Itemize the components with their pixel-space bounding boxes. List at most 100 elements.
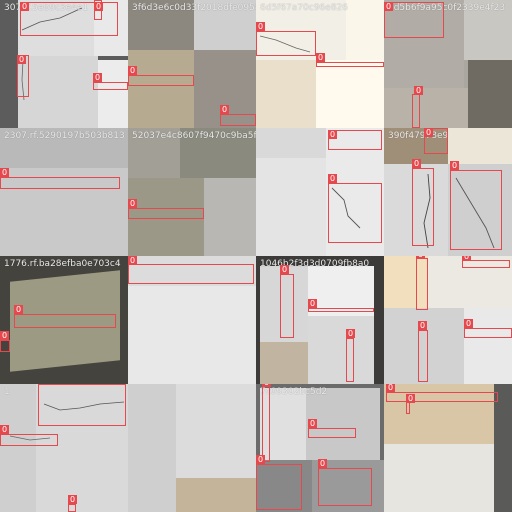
concrete-patch xyxy=(384,128,448,164)
detection-box xyxy=(128,208,204,219)
detection-box xyxy=(346,338,354,382)
tile-filename: 7c09302bc5d2 xyxy=(260,387,328,397)
detection-box xyxy=(93,82,128,90)
detection-box xyxy=(280,274,294,338)
detection-label: 0 xyxy=(0,425,10,434)
detection-label: 0 xyxy=(280,265,290,274)
detection-label: 0 xyxy=(128,256,138,265)
detection-label: 0 xyxy=(128,199,138,208)
image-tile: 3f6d3e6c0d33f2018dfe0958 0 0 xyxy=(128,0,256,128)
concrete-patch xyxy=(260,266,308,342)
detection-label: 0 xyxy=(412,159,422,168)
detection-label: 0 xyxy=(424,128,434,137)
detection-label: 0 xyxy=(0,168,10,177)
image-tile: 1 0 0 0 xyxy=(0,384,128,512)
detection-label: 0 xyxy=(318,459,328,468)
concrete-patch xyxy=(18,0,96,56)
tile-filename: 1046b2f3d3d0709fb8a0 xyxy=(260,259,370,269)
detection-box xyxy=(262,384,270,462)
image-tile: 0 0 xyxy=(256,128,384,256)
detection-box xyxy=(464,328,512,338)
detection-box xyxy=(38,384,126,426)
concrete-patch xyxy=(18,56,98,128)
concrete-patch xyxy=(128,384,176,512)
detection-label: 0 xyxy=(464,319,474,328)
image-tile: 52037e4c8607f9470c9ba5f 0 xyxy=(128,128,256,256)
concrete-patch xyxy=(306,388,380,460)
detection-label: 0 xyxy=(328,130,338,139)
image-tile: 0 xyxy=(128,256,256,384)
concrete-patch xyxy=(204,178,256,256)
concrete-patch xyxy=(384,444,494,512)
concrete-patch xyxy=(384,88,468,128)
tile-filename: 1 xyxy=(4,387,10,397)
detection-box xyxy=(0,177,120,189)
detection-box xyxy=(328,183,382,243)
detection-label: 0 xyxy=(308,419,318,428)
tile-filename: 2307.rf.5290197b503b813 xyxy=(4,131,125,141)
detection-box xyxy=(450,170,502,250)
detection-box xyxy=(220,114,256,126)
detection-box xyxy=(0,340,10,352)
concrete-patch xyxy=(494,384,512,512)
image-tile: dd5b6f9a95c0f2339e4f23 0 0 xyxy=(384,0,512,128)
concrete-patch xyxy=(194,0,256,50)
concrete-patch xyxy=(260,342,308,384)
detection-box xyxy=(0,434,58,446)
image-tile: 390f47978e9 0 0 0 xyxy=(384,128,512,256)
concrete-patch xyxy=(256,158,326,256)
detection-label: 0 xyxy=(256,22,266,31)
concrete-patch xyxy=(308,316,374,384)
detection-box xyxy=(412,94,420,128)
image-tile xyxy=(128,384,256,512)
detection-box xyxy=(256,464,302,510)
detection-box xyxy=(412,168,434,246)
concrete-patch xyxy=(128,50,194,128)
concrete-patch xyxy=(176,478,256,512)
concrete-patch xyxy=(464,0,512,60)
detection-box xyxy=(68,504,76,512)
detection-label: 0 xyxy=(256,455,266,464)
detection-box xyxy=(256,31,316,56)
image-tile: 2307.rf.5290197b503b813 0 xyxy=(0,128,128,256)
detection-box xyxy=(318,468,372,506)
tile-filename: dd5b6f9a95c0f2339e4f23 xyxy=(388,3,506,13)
image-tile: 0 0 xyxy=(384,384,512,512)
detection-box xyxy=(128,75,194,86)
detection-box xyxy=(386,392,498,402)
detection-label: 0 xyxy=(308,299,318,308)
crack-lines xyxy=(9,401,125,441)
concrete-patch xyxy=(128,178,204,256)
detection-label: 0 xyxy=(220,105,230,114)
detection-box xyxy=(416,258,428,310)
concrete-patch xyxy=(260,388,306,460)
concrete-patch xyxy=(194,50,256,128)
concrete-patch xyxy=(256,60,316,128)
detection-label: 0 xyxy=(450,161,460,170)
detection-label: 0 xyxy=(14,305,24,314)
detection-box xyxy=(308,308,374,312)
image-tile: 3077f.5eb9c3e4e1 0 0 0 0 xyxy=(0,0,128,128)
detection-label: 0 xyxy=(38,384,48,385)
tile-filename: 52037e4c8607f9470c9ba5f xyxy=(132,131,256,141)
detection-box xyxy=(424,128,448,154)
crack-lines xyxy=(423,173,495,249)
concrete-patch xyxy=(0,128,128,168)
detection-label: 0 xyxy=(128,66,138,75)
image-tile: 1046b2f3d3d0709fb8a0 0 0 0 xyxy=(256,256,384,384)
detection-box xyxy=(384,2,444,38)
detection-box xyxy=(308,428,356,438)
detection-label: 0 xyxy=(328,174,338,183)
concrete-patch xyxy=(468,60,512,128)
concrete-patch xyxy=(448,128,512,164)
concrete-patch xyxy=(384,0,464,88)
detection-box xyxy=(316,62,384,67)
detection-label: 0 xyxy=(94,2,104,11)
concrete-patch xyxy=(316,60,384,128)
tile-filename: 6d5f67a70c96e826 xyxy=(260,3,348,13)
image-tile: 7c09302bc5d2 0 0 0 0 xyxy=(256,384,384,512)
concrete-patch xyxy=(0,384,36,512)
detection-label: 0 xyxy=(262,384,272,387)
detection-label: 0 xyxy=(386,384,396,392)
detection-label: 0 xyxy=(406,394,416,403)
